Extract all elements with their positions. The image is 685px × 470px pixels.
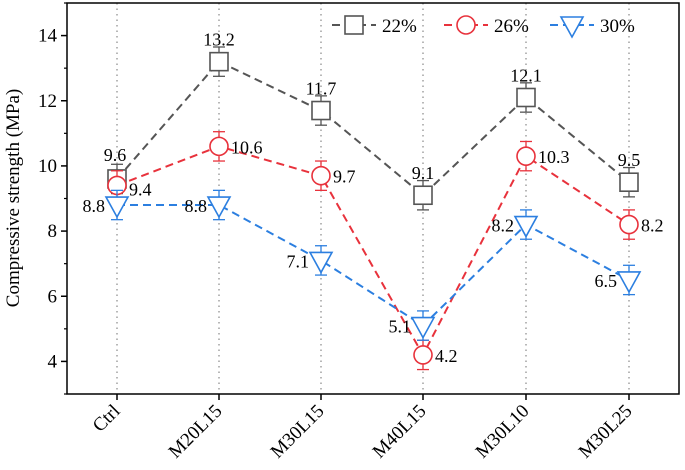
data-point <box>513 215 539 239</box>
data-point <box>104 196 130 219</box>
data-label: 10.3 <box>538 147 570 167</box>
data-point <box>516 146 536 166</box>
legend-item: 22% <box>332 15 417 37</box>
legend-marker <box>559 16 585 39</box>
data-point <box>619 214 639 235</box>
data-label: 7.1 <box>287 251 310 271</box>
data-point <box>619 172 639 193</box>
data-label: 10.6 <box>231 137 263 157</box>
data-point <box>209 136 229 157</box>
y-tick-label: 10 <box>38 156 57 177</box>
data-point <box>308 251 334 275</box>
series-line <box>116 145 630 357</box>
y-tick-label: 6 <box>48 286 58 307</box>
series-triangle-down <box>104 189 642 341</box>
data-label: 8.2 <box>641 216 664 236</box>
data-point <box>516 87 536 108</box>
data-label: 9.6 <box>104 145 127 165</box>
plot-frame <box>66 2 680 395</box>
data-point <box>413 185 433 206</box>
data-label: 8.8 <box>83 196 106 216</box>
series <box>104 46 642 371</box>
y-tick-label: 4 <box>48 351 58 372</box>
series-line <box>116 60 630 197</box>
data-label: 13.2 <box>203 30 235 50</box>
x-tick-label: M20L15 <box>165 401 227 463</box>
data-label: 5.1 <box>389 317 412 337</box>
y-tick-label: 8 <box>48 221 58 242</box>
data-label: 9.1 <box>412 163 435 183</box>
data-label: 9.5 <box>618 150 641 170</box>
data-label: 6.5 <box>595 271 618 291</box>
legend-marker <box>456 15 476 35</box>
legend-label: 30% <box>600 16 635 37</box>
data-label: 11.7 <box>306 79 337 99</box>
data-point <box>311 165 331 186</box>
series-circle <box>107 131 639 371</box>
data-point <box>206 196 232 219</box>
data-point <box>616 271 642 294</box>
data-label: 8.8 <box>185 196 208 216</box>
data-label: 9.4 <box>129 179 152 199</box>
x-tick-label: M30L25 <box>575 401 637 463</box>
y-tick-label: 14 <box>38 26 58 47</box>
data-point <box>410 316 436 340</box>
x-tick-label: M30L10 <box>472 401 534 463</box>
series-square <box>107 46 639 211</box>
legend-label: 26% <box>494 16 529 37</box>
legend-item: 30% <box>550 16 635 39</box>
data-point <box>413 345 433 365</box>
data-labels: 9.6 13.2 11.7 9.1 12.1 9.5 9.4 10.6 9.7 4.2 10.3 8.… <box>83 30 664 366</box>
y-tick-label: 12 <box>38 91 57 112</box>
legend-marker <box>344 15 364 35</box>
data-label: 8.2 <box>492 216 515 236</box>
data-label: 12.1 <box>510 65 542 85</box>
series-line <box>117 204 630 327</box>
legend-item: 26% <box>444 15 529 37</box>
data-point <box>209 51 229 72</box>
x-tick-label: Ctrl <box>89 401 125 437</box>
data-label: 4.2 <box>435 346 458 366</box>
legend-label: 22% <box>382 16 417 37</box>
data-point <box>311 100 331 121</box>
y-axis-title: Compressive strength (MPa) <box>3 89 24 307</box>
legend: 22% 26% 30% <box>332 15 635 39</box>
x-tick-label: M30L15 <box>267 401 329 463</box>
data-label: 9.7 <box>333 167 356 187</box>
x-tick-label: M40L15 <box>369 401 431 463</box>
